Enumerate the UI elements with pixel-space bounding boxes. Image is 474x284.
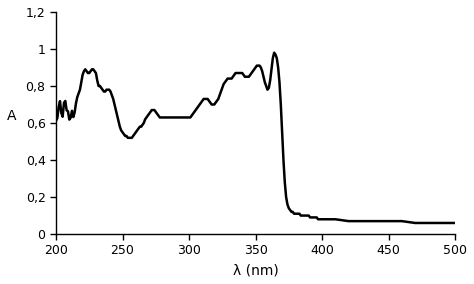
Y-axis label: A: A — [7, 109, 17, 123]
X-axis label: λ (nm): λ (nm) — [233, 263, 278, 277]
